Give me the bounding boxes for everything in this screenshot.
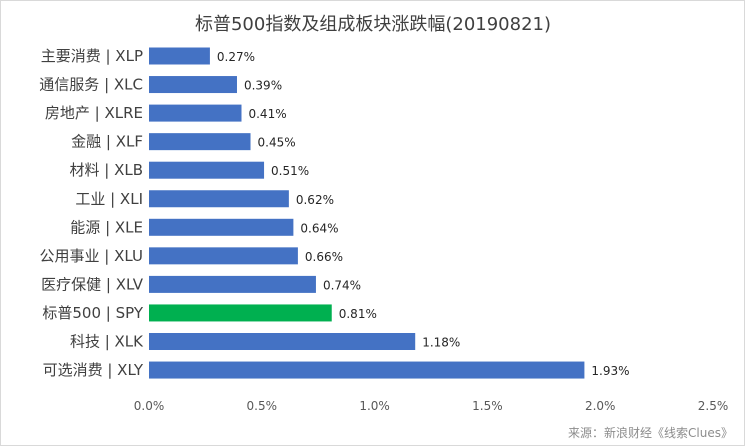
category-labels: 主要消费 | XLP 通信服务 | XLC 房地产 | XLRE 金融 | XLF 材料… bbox=[39, 47, 144, 379]
bar bbox=[149, 333, 416, 350]
bar bbox=[149, 275, 316, 293]
category-label: 通信服务 | XLC bbox=[39, 76, 143, 94]
x-axis: 0.0% 0.5% 1.0% 1.5% 2.0% 2.5% bbox=[134, 399, 729, 413]
data-label: 1.93% bbox=[591, 364, 629, 378]
bar bbox=[149, 247, 298, 265]
category-label: 能源 | XLE bbox=[70, 218, 143, 236]
bars-group bbox=[149, 47, 585, 379]
x-tick-label: 0.0% bbox=[134, 399, 165, 413]
category-label: 工业 | XLI bbox=[75, 190, 143, 208]
category-label: 科技 | XLK bbox=[70, 333, 144, 351]
data-label: 0.51% bbox=[271, 164, 309, 178]
data-label: 0.39% bbox=[244, 79, 282, 93]
category-label: 材料 | XLB bbox=[69, 161, 143, 179]
data-label: 1.18% bbox=[422, 336, 460, 350]
category-label: 房地产 | XLRE bbox=[45, 104, 143, 122]
data-labels: 0.27% 0.39% 0.41% 0.45% 0.51% 0.62% 0.64% 0.66%… bbox=[217, 50, 630, 378]
bar bbox=[149, 104, 242, 122]
bar bbox=[149, 190, 289, 208]
data-label: 0.81% bbox=[339, 307, 377, 321]
category-label: 主要消费 | XLP bbox=[41, 47, 143, 65]
source-note: 来源：新浪财经《线索Clues》 bbox=[568, 425, 733, 440]
x-tick-label: 0.5% bbox=[247, 399, 278, 413]
category-label: 可选消费 | XLY bbox=[43, 361, 144, 379]
data-label: 0.45% bbox=[258, 136, 296, 150]
data-label: 0.66% bbox=[305, 250, 343, 264]
x-tick-label: 1.0% bbox=[359, 399, 390, 413]
data-label: 0.62% bbox=[296, 193, 334, 207]
category-label: 医疗保健 | XLV bbox=[41, 275, 144, 293]
bar bbox=[149, 361, 585, 379]
category-label: 标普500 | SPY bbox=[42, 304, 143, 322]
data-label: 0.64% bbox=[300, 221, 338, 235]
bar bbox=[149, 76, 237, 94]
data-label: 0.74% bbox=[323, 278, 361, 292]
category-label: 金融 | XLF bbox=[71, 133, 143, 151]
bar bbox=[149, 161, 265, 179]
x-tick-label: 1.5% bbox=[472, 399, 503, 413]
bar bbox=[149, 47, 210, 65]
bar bbox=[149, 133, 251, 151]
bar bbox=[149, 304, 332, 322]
category-label: 公用事业 | XLU bbox=[40, 247, 143, 265]
x-tick-label: 2.5% bbox=[698, 399, 729, 413]
chart-title: 标普500指数及组成板块涨跌幅(20190821) bbox=[195, 14, 551, 35]
x-tick-label: 2.0% bbox=[585, 399, 616, 413]
data-label: 0.41% bbox=[248, 107, 286, 121]
data-label: 0.27% bbox=[217, 50, 255, 64]
bar bbox=[149, 218, 294, 236]
